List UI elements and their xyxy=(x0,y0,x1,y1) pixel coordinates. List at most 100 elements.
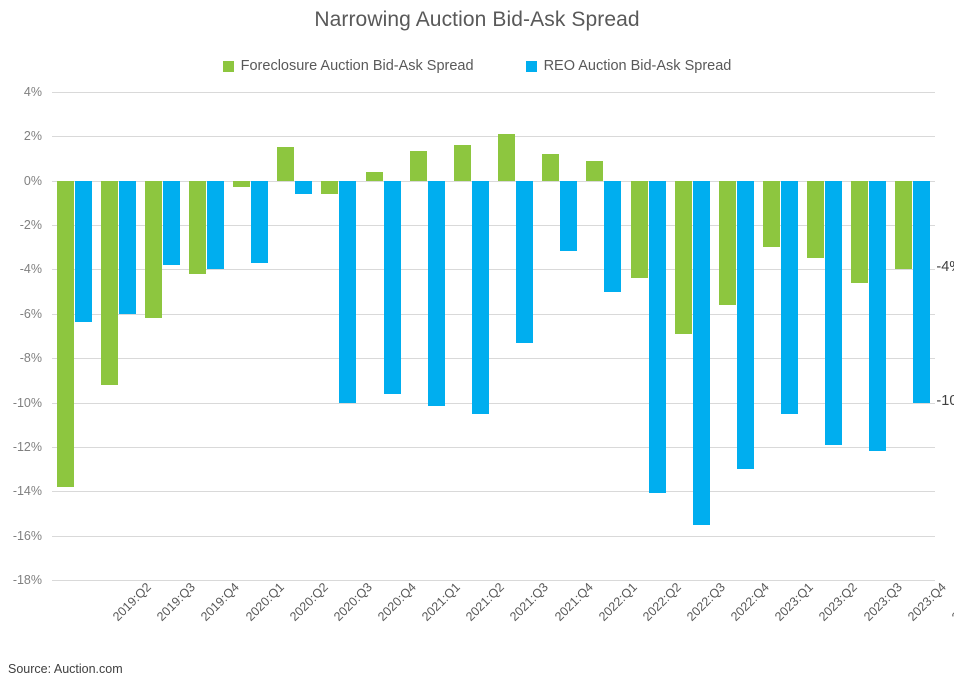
bar-group xyxy=(365,92,401,580)
bar-group xyxy=(586,92,622,580)
bar-foreclosure[interactable] xyxy=(762,180,780,248)
gridline xyxy=(52,269,935,271)
bar-reo[interactable] xyxy=(780,180,798,414)
bar-foreclosure[interactable] xyxy=(895,180,913,270)
legend-item-foreclosure[interactable]: Foreclosure Auction Bid-Ask Spread xyxy=(222,58,474,74)
bar-reo[interactable] xyxy=(251,180,269,263)
legend-swatch-foreclosure xyxy=(222,60,234,72)
y-axis-tick-label: -10% xyxy=(12,395,42,410)
bar-foreclosure[interactable] xyxy=(144,180,162,319)
legend-swatch-reo xyxy=(525,60,537,72)
bar-group xyxy=(762,92,798,580)
chart-title: Narrowing Auction Bid-Ask Spread xyxy=(314,8,640,31)
x-axis-tick-label: 2022:Q2 xyxy=(639,580,684,624)
x-axis-tick-label: 2022:Q4 xyxy=(728,580,773,624)
bar-reo[interactable] xyxy=(339,180,357,403)
data-label: -10% xyxy=(936,392,954,409)
bar-reo[interactable] xyxy=(516,180,534,343)
y-axis-tick-label: -12% xyxy=(12,439,42,454)
bar-group xyxy=(895,92,931,580)
gridline xyxy=(52,225,935,227)
bar-group xyxy=(498,92,534,580)
legend-item-reo[interactable]: REO Auction Bid-Ask Spread xyxy=(525,58,731,74)
bar-foreclosure[interactable] xyxy=(233,180,251,188)
x-axis-tick-label: 2019:Q4 xyxy=(198,580,243,624)
y-axis-tick-label: -14% xyxy=(12,484,42,499)
bar-reo[interactable] xyxy=(427,180,445,406)
gridline xyxy=(52,402,935,404)
x-axis-tick-label: 2022:Q3 xyxy=(684,580,728,624)
bar-reo[interactable] xyxy=(207,180,225,270)
bar-foreclosure[interactable] xyxy=(365,171,383,181)
gridline xyxy=(52,580,935,581)
x-axis-tick-label: 2024:Q1 xyxy=(948,580,954,624)
gridline xyxy=(52,446,935,448)
x-axis-tick-label: 2023:Q3 xyxy=(860,580,905,624)
bar-foreclosure[interactable] xyxy=(718,180,736,305)
bar-group xyxy=(56,92,92,580)
y-axis-tick-label: 2% xyxy=(23,129,42,144)
bar-group xyxy=(233,92,269,580)
bar-foreclosure[interactable] xyxy=(321,180,339,195)
x-axis-tick-label: 2022:Q1 xyxy=(595,580,640,624)
x-axis-tick-label: 2021:Q1 xyxy=(419,580,463,624)
x-axis-tick-label: 2020:Q2 xyxy=(286,580,331,624)
bar-group xyxy=(100,92,136,580)
gridline xyxy=(52,358,935,360)
bar-foreclosure[interactable] xyxy=(56,180,74,487)
bar-reo[interactable] xyxy=(560,180,578,251)
x-axis-tick-label: 2023:Q1 xyxy=(772,580,817,624)
bar-reo[interactable] xyxy=(118,180,136,314)
bar-foreclosure[interactable] xyxy=(453,145,471,181)
x-axis-tick-label: 2021:Q2 xyxy=(463,580,508,624)
gridline xyxy=(52,136,935,138)
x-axis-tick-label: 2019:Q2 xyxy=(110,580,154,624)
bar-group xyxy=(277,92,313,580)
plot-area: -4% -10% xyxy=(52,92,954,581)
x-axis-tick-label: 2023:Q2 xyxy=(816,580,861,624)
bar-group xyxy=(542,92,578,580)
bar-reo[interactable] xyxy=(736,180,754,470)
bar-reo[interactable] xyxy=(604,180,622,292)
gridline xyxy=(52,313,935,315)
bar-foreclosure[interactable] xyxy=(498,134,516,181)
bar-group xyxy=(321,92,357,580)
bar-group xyxy=(718,92,754,580)
bar-reo[interactable] xyxy=(295,180,313,195)
bar-foreclosure[interactable] xyxy=(409,150,427,181)
bar-reo[interactable] xyxy=(471,180,489,414)
bar-foreclosure[interactable] xyxy=(807,180,825,259)
gridline xyxy=(52,180,935,182)
legend-label-foreclosure: Foreclosure Auction Bid-Ask Spread xyxy=(240,58,474,74)
bar-reo[interactable] xyxy=(825,180,843,445)
bar-foreclosure[interactable] xyxy=(277,147,295,181)
bar-reo[interactable] xyxy=(648,180,666,494)
bar-reo[interactable] xyxy=(74,180,92,322)
gridline xyxy=(52,535,935,537)
bar-group xyxy=(409,92,445,580)
bar-foreclosure[interactable] xyxy=(630,180,648,279)
bar-group xyxy=(674,92,710,580)
bar-foreclosure[interactable] xyxy=(674,180,692,334)
bar-foreclosure[interactable] xyxy=(189,180,207,274)
bar-reo[interactable] xyxy=(692,180,710,525)
x-axis-tick-label: 2020:Q3 xyxy=(330,580,375,624)
bar-reo[interactable] xyxy=(869,180,887,452)
bar-foreclosure[interactable] xyxy=(851,180,869,283)
y-axis-tick-label: 4% xyxy=(23,85,42,99)
bar-foreclosure[interactable] xyxy=(100,180,118,385)
bar-foreclosure[interactable] xyxy=(586,160,604,181)
bar-reo[interactable] xyxy=(913,180,931,403)
bar-group xyxy=(807,92,843,580)
chart-legend: Foreclosure Auction Bid-Ask Spread REO A… xyxy=(0,58,954,74)
bar-group xyxy=(630,92,666,580)
y-axis: 4% 2% 0% -2% -4% -6% -8% -10% -12% -14% -16% -18% xyxy=(0,85,48,587)
bar-reo[interactable] xyxy=(162,180,180,265)
x-axis-tick-label: 2020:Q4 xyxy=(375,580,419,624)
bar-foreclosure[interactable] xyxy=(542,154,560,181)
source-note: Source: Auction.com xyxy=(8,662,123,676)
bar-reo[interactable] xyxy=(383,180,401,394)
y-axis-tick-label: -4% xyxy=(19,262,42,277)
bar-group xyxy=(189,92,225,580)
y-axis-tick-label: -18% xyxy=(12,573,42,587)
